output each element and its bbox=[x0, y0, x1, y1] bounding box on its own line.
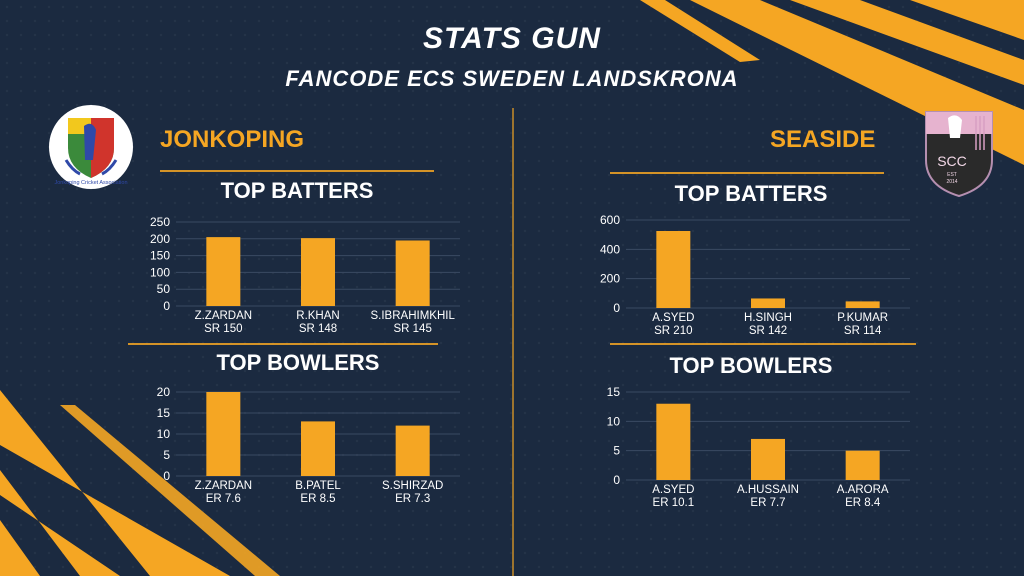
x-sublabel: ER 7.6 bbox=[206, 493, 241, 505]
y-tick-label: 20 bbox=[157, 385, 171, 399]
bar bbox=[206, 237, 241, 306]
y-tick-label: 0 bbox=[163, 299, 170, 313]
bar bbox=[395, 425, 430, 476]
y-tick-label: 5 bbox=[163, 448, 170, 462]
x-category-label: B.PATEL bbox=[295, 480, 341, 492]
x-sublabel: ER 10.1 bbox=[653, 497, 695, 509]
bar bbox=[395, 240, 430, 306]
team-name-seaside: SEASIDE bbox=[770, 126, 876, 153]
x-category-label: H.SINGH bbox=[744, 312, 792, 324]
x-category-label: P.KUMAR bbox=[837, 312, 888, 324]
bar bbox=[656, 231, 691, 308]
section-title-seaside-bowlers: TOP BOWLERS bbox=[669, 353, 833, 378]
y-tick-label: 0 bbox=[613, 301, 620, 315]
x-category-label: A.SYED bbox=[652, 312, 694, 324]
x-category-label: Z.ZARDAN bbox=[195, 480, 253, 492]
y-tick-label: 15 bbox=[157, 406, 171, 420]
separator-right-mid bbox=[610, 343, 916, 345]
seaside-logo: SCC EST 2014 bbox=[925, 111, 993, 198]
bar bbox=[301, 238, 335, 306]
x-category-label: A.ARORA bbox=[837, 484, 889, 496]
y-tick-label: 400 bbox=[600, 242, 620, 256]
page-subtitle: FANCODE ECS SWEDEN LANDSKRONA bbox=[285, 66, 739, 91]
x-sublabel: SR 145 bbox=[393, 323, 431, 335]
y-tick-label: 5 bbox=[613, 444, 620, 458]
y-tick-label: 10 bbox=[607, 414, 621, 428]
logo-caption: Jonkoping Cricket Association bbox=[54, 180, 127, 186]
x-sublabel: ER 7.3 bbox=[395, 493, 430, 505]
bar bbox=[751, 298, 785, 308]
team-name-jonkoping: JONKOPING bbox=[160, 126, 305, 153]
y-tick-label: 100 bbox=[150, 265, 170, 279]
x-sublabel: ER 8.4 bbox=[845, 497, 881, 509]
x-sublabel: SR 148 bbox=[299, 323, 337, 335]
x-category-label: A.HUSSAIN bbox=[737, 484, 799, 496]
bar bbox=[845, 301, 880, 308]
logo-initials: SCC bbox=[937, 153, 967, 169]
page-title: STATS GUN bbox=[423, 22, 601, 55]
x-category-label: A.SYED bbox=[652, 484, 694, 496]
logo-est: EST bbox=[947, 172, 957, 178]
logo-year: 2014 bbox=[946, 179, 957, 185]
x-category-label: R.KHAN bbox=[296, 310, 339, 322]
x-category-label: Z.ZARDAN bbox=[195, 310, 253, 322]
y-tick-label: 0 bbox=[613, 473, 620, 487]
jonkoping-logo: Jonkoping Cricket Association bbox=[49, 105, 133, 189]
x-category-label: S.SHIRZAD bbox=[382, 480, 443, 492]
x-sublabel: SR 150 bbox=[204, 323, 242, 335]
y-tick-label: 150 bbox=[150, 249, 170, 263]
y-tick-label: 50 bbox=[157, 282, 171, 296]
x-sublabel: ER 8.5 bbox=[300, 493, 335, 505]
x-category-label: S.IBRAHIMKHIL bbox=[370, 310, 455, 322]
section-title-jonkoping-bowlers: TOP BOWLERS bbox=[216, 350, 380, 375]
y-tick-label: 600 bbox=[600, 213, 620, 227]
bar bbox=[656, 403, 691, 480]
bar bbox=[845, 450, 880, 480]
bar bbox=[206, 392, 241, 476]
y-tick-label: 10 bbox=[157, 427, 171, 441]
x-sublabel: ER 7.7 bbox=[750, 497, 785, 509]
separator-left-mid bbox=[128, 343, 438, 345]
bar bbox=[751, 438, 785, 480]
bar bbox=[301, 421, 335, 476]
separator-left-top bbox=[160, 170, 434, 172]
y-tick-label: 200 bbox=[150, 232, 170, 246]
x-sublabel: SR 210 bbox=[654, 325, 692, 337]
y-tick-label: 0 bbox=[163, 469, 170, 483]
x-sublabel: SR 114 bbox=[844, 325, 882, 337]
center-divider bbox=[512, 108, 514, 576]
x-sublabel: SR 142 bbox=[749, 325, 787, 337]
section-title-jonkoping-batters: TOP BATTERS bbox=[220, 178, 374, 203]
separator-right-top bbox=[610, 172, 884, 174]
y-tick-label: 15 bbox=[607, 385, 621, 399]
y-tick-label: 250 bbox=[150, 215, 170, 229]
y-tick-label: 200 bbox=[600, 272, 620, 286]
section-title-seaside-batters: TOP BATTERS bbox=[674, 181, 828, 206]
